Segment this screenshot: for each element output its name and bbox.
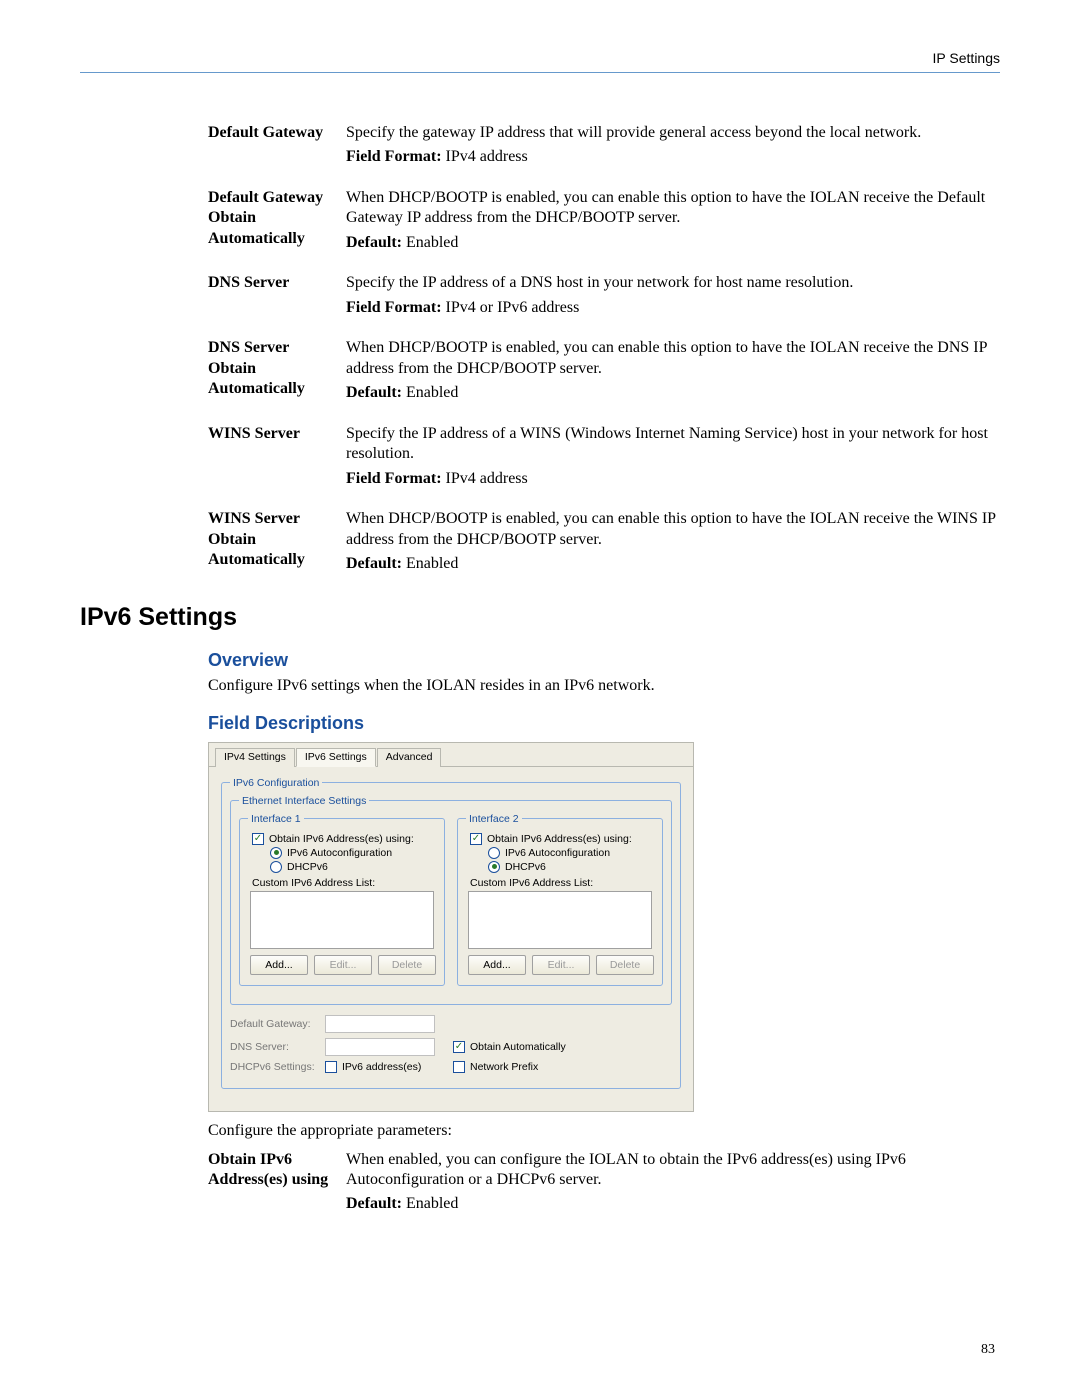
- legend-ethernet-interface-settings: Ethernet Interface Settings: [239, 795, 369, 807]
- legend-ipv6-configuration: IPv6 Configuration: [230, 777, 322, 789]
- term-dns-server-auto: DNS Server Obtain Automatically: [208, 338, 346, 403]
- label-default-gateway: Default Gateway:: [230, 1018, 325, 1030]
- checkbox-ipv6-addresses[interactable]: [325, 1061, 337, 1073]
- desc-default-gateway-auto: When DHCP/BOOTP is enabled, you can enab…: [346, 188, 1000, 253]
- radio-autoconf-iface2[interactable]: [488, 847, 500, 859]
- label-dhcpv6-iface1: DHCPv6: [287, 861, 328, 873]
- listbox-custom-iface1[interactable]: [250, 891, 434, 949]
- definition-list-2: Obtain IPv6 Address(es) using When enabl…: [208, 1150, 1000, 1215]
- page-number: 83: [981, 1342, 995, 1358]
- label-ipv6-addresses: IPv6 address(es): [342, 1061, 421, 1073]
- overview-text: Configure IPv6 settings when the IOLAN r…: [208, 677, 1000, 695]
- label-obtain-ipv6-iface2: Obtain IPv6 Address(es) using:: [487, 833, 632, 845]
- term-obtain-ipv6: Obtain IPv6 Address(es) using: [208, 1150, 346, 1215]
- label-dns-server: DNS Server:: [230, 1041, 325, 1053]
- checkbox-obtain-ipv6-iface2[interactable]: [470, 833, 482, 845]
- configure-parameters-text: Configure the appropriate parameters:: [208, 1122, 1000, 1140]
- term-default-gateway-auto: Default Gateway Obtain Automatically: [208, 188, 346, 253]
- radio-autoconf-iface1[interactable]: [270, 847, 282, 859]
- group-ethernet-interface-settings: Ethernet Interface Settings Interface 1 …: [230, 795, 672, 1005]
- legend-interface-1: Interface 1: [248, 813, 304, 825]
- desc-obtain-ipv6: When enabled, you can configure the IOLA…: [346, 1150, 1000, 1215]
- button-add-iface2[interactable]: Add...: [468, 955, 526, 975]
- button-edit-iface1[interactable]: Edit...: [314, 955, 372, 975]
- desc-wins-server: Specify the IP address of a WINS (Window…: [346, 424, 1000, 489]
- label-autoconf-iface2: IPv6 Autoconfiguration: [505, 847, 610, 859]
- label-autoconf-iface1: IPv6 Autoconfiguration: [287, 847, 392, 859]
- radio-dhcpv6-iface2[interactable]: [488, 861, 500, 873]
- group-ipv6-configuration: IPv6 Configuration Ethernet Interface Se…: [221, 777, 681, 1089]
- checkbox-network-prefix[interactable]: [453, 1061, 465, 1073]
- tab-ipv6-settings[interactable]: IPv6 Settings: [296, 748, 376, 767]
- ipv6-settings-dialog: IPv4 Settings IPv6 Settings Advanced IPv…: [208, 742, 694, 1112]
- definition-list-1: Default Gateway Specify the gateway IP a…: [208, 123, 1000, 575]
- overview-heading: Overview: [208, 650, 1000, 671]
- term-dns-server: DNS Server: [208, 273, 346, 318]
- group-interface-2: Interface 2 Obtain IPv6 Address(es) usin…: [457, 813, 663, 986]
- label-network-prefix: Network Prefix: [470, 1061, 538, 1073]
- term-wins-server-auto: WINS Server Obtain Automatically: [208, 509, 346, 574]
- field-descriptions-heading: Field Descriptions: [208, 713, 1000, 734]
- ipv6-settings-heading: IPv6 Settings: [80, 603, 1000, 632]
- button-edit-iface2[interactable]: Edit...: [532, 955, 590, 975]
- label-custom-list-iface2: Custom IPv6 Address List:: [470, 877, 654, 889]
- button-delete-iface2[interactable]: Delete: [596, 955, 654, 975]
- desc-wins-server-auto: When DHCP/BOOTP is enabled, you can enab…: [346, 509, 1000, 574]
- label-dhcpv6-settings: DHCPv6 Settings:: [230, 1061, 325, 1073]
- desc-dns-server-auto: When DHCP/BOOTP is enabled, you can enab…: [346, 338, 1000, 403]
- input-dns-server[interactable]: [325, 1038, 435, 1056]
- group-interface-1: Interface 1 Obtain IPv6 Address(es) usin…: [239, 813, 445, 986]
- desc-default-gateway: Specify the gateway IP address that will…: [346, 123, 1000, 168]
- tab-advanced[interactable]: Advanced: [377, 748, 442, 767]
- legend-interface-2: Interface 2: [466, 813, 522, 825]
- label-dhcpv6-iface2: DHCPv6: [505, 861, 546, 873]
- button-add-iface1[interactable]: Add...: [250, 955, 308, 975]
- checkbox-obtain-ipv6-iface1[interactable]: [252, 833, 264, 845]
- page-header-right: IP Settings: [80, 50, 1000, 66]
- tab-ipv4-settings[interactable]: IPv4 Settings: [215, 748, 295, 767]
- term-default-gateway: Default Gateway: [208, 123, 346, 168]
- input-default-gateway[interactable]: [325, 1015, 435, 1033]
- radio-dhcpv6-iface1[interactable]: [270, 861, 282, 873]
- label-custom-list-iface1: Custom IPv6 Address List:: [252, 877, 436, 889]
- label-obtain-automatically: Obtain Automatically: [470, 1041, 566, 1053]
- checkbox-obtain-automatically[interactable]: [453, 1041, 465, 1053]
- dialog-tabs: IPv4 Settings IPv6 Settings Advanced: [209, 743, 693, 767]
- header-rule: [80, 72, 1000, 73]
- label-obtain-ipv6-iface1: Obtain IPv6 Address(es) using:: [269, 833, 414, 845]
- listbox-custom-iface2[interactable]: [468, 891, 652, 949]
- desc-dns-server: Specify the IP address of a DNS host in …: [346, 273, 1000, 318]
- term-wins-server: WINS Server: [208, 424, 346, 489]
- button-delete-iface1[interactable]: Delete: [378, 955, 436, 975]
